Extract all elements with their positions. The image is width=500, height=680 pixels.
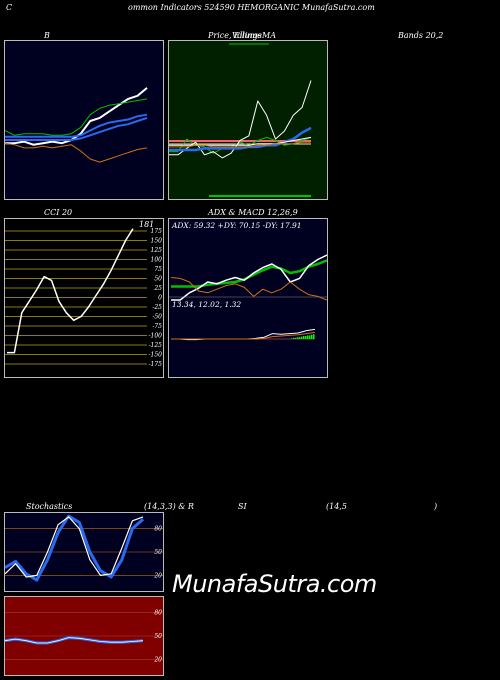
cci-tick-label: 175: [151, 228, 163, 235]
macd-histogram-bar: [311, 334, 313, 339]
rsi-chart: 80 50 20: [5, 610, 163, 663]
price-series-3: [169, 136, 312, 146]
price-series-0: [169, 136, 312, 154]
macd-histogram-bar: [307, 335, 309, 339]
cci-tick-label: 150: [151, 238, 163, 245]
price-ma-chart: [169, 43, 312, 197]
adx-series-2: [170, 277, 327, 301]
stoch-tick-label: 20: [153, 572, 162, 579]
stochastics-panel: 80 50 20: [4, 512, 164, 592]
rsi-tick-label: 20: [153, 656, 162, 663]
label-volume: Volume: [232, 31, 262, 40]
macd-histogram-bar: [305, 336, 307, 339]
header-c: C: [6, 3, 13, 12]
cci-tick-label: 25: [153, 285, 162, 292]
cci-tick-label: -125: [149, 342, 163, 349]
label-cci: CCI 20: [44, 208, 73, 217]
stoch-tick-label: 80: [154, 526, 162, 533]
macd-histogram-bar: [313, 334, 315, 339]
label-stoch-params: (14,3,3) & R: [144, 502, 194, 511]
label-rsi-close: ): [434, 502, 438, 511]
label-stoch: Stochastics: [26, 502, 73, 511]
cci-tick-label: -150: [149, 352, 163, 359]
cci-tick-label: 0: [158, 295, 162, 302]
label-price: Price,: [208, 31, 232, 40]
label-rsi-params: (14,5: [326, 502, 347, 511]
rsi-panel: 80 50 20: [4, 596, 164, 676]
macd-histogram-bar: [293, 337, 295, 339]
bollinger-series-3: [5, 116, 148, 141]
label-ma: MA: [262, 31, 276, 40]
adx-macd-chart: ADX: 59.32 +DY: 70.15 -DY: 17.91 13.34, 1…: [169, 221, 327, 341]
macd-histogram-bar: [291, 338, 293, 339]
rsi-line: [5, 637, 144, 644]
bollinger-panel: [4, 40, 164, 200]
bollinger-series-4: [5, 142, 148, 163]
macd-histogram-bar: [301, 336, 303, 339]
cci-tick-label: -75: [152, 323, 162, 330]
cci-line: [7, 228, 134, 354]
cci-tick-label: 50: [154, 276, 162, 283]
label-rsi: SI: [238, 502, 247, 511]
price-series-4: [169, 141, 311, 148]
bollinger-chart: [5, 87, 148, 163]
cci-tick-label: 125: [151, 247, 163, 254]
header-title: ommon Indicators 524590 HEMORGANIC Munaf…: [128, 3, 375, 12]
cci-panel: 175 150 125 100 75 50 25 0 -25 -50 -75 -100 -125 -150…: [4, 218, 164, 378]
label-bands: Bands 20,2: [398, 31, 444, 40]
cci-tick-label: -175: [149, 361, 163, 368]
cci-tick-label: -25: [152, 304, 162, 311]
price-ma-panel: [168, 40, 328, 200]
rsi-tick-label: 50: [154, 633, 162, 640]
label-b: B: [44, 31, 50, 40]
stoch-tick-label: 50: [154, 549, 162, 556]
macd-histogram-bar: [303, 336, 305, 339]
macd-signal: [171, 331, 316, 340]
watermark: MunafaSutra.com: [172, 570, 377, 598]
adx-macd-panel: ADX: 59.32 +DY: 70.15 -DY: 17.91 13.34, 1…: [168, 218, 328, 378]
stoch-series-1: [5, 516, 144, 578]
macd-histogram-bar: [309, 335, 311, 339]
adx-series-1: [171, 254, 327, 301]
bollinger-series-2: [5, 113, 148, 138]
macd-histogram-bar: [295, 337, 297, 339]
label-ellings: Ellings: [234, 31, 262, 40]
cci-chart: 175 150 125 100 75 50 25 0 -25 -50 -75 -100 -125 -150…: [5, 220, 163, 368]
cci-last-label: 181: [139, 220, 154, 229]
adx-label: ADX: 59.32 +DY: 70.15 -DY: 17.91: [171, 221, 302, 230]
cci-tick-label: -50: [152, 314, 162, 321]
rsi-tick-label: 80: [154, 610, 162, 617]
price-series-1: [169, 80, 312, 159]
cci-tick-label: 75: [154, 266, 162, 273]
macd-histogram-bar: [299, 337, 301, 339]
stochastics-chart: 80 50 20: [5, 514, 163, 582]
label-adx-macd: ADX & MACD 12,26,9: [208, 208, 298, 217]
macd-label: 13.34, 12.02, 1.32: [172, 300, 241, 309]
cci-tick-label: -100: [149, 333, 163, 340]
bollinger-series-1: [5, 98, 148, 136]
stoch-series-0: [5, 514, 144, 582]
macd-histogram-bar: [297, 337, 299, 339]
cci-tick-label: 100: [151, 257, 163, 264]
